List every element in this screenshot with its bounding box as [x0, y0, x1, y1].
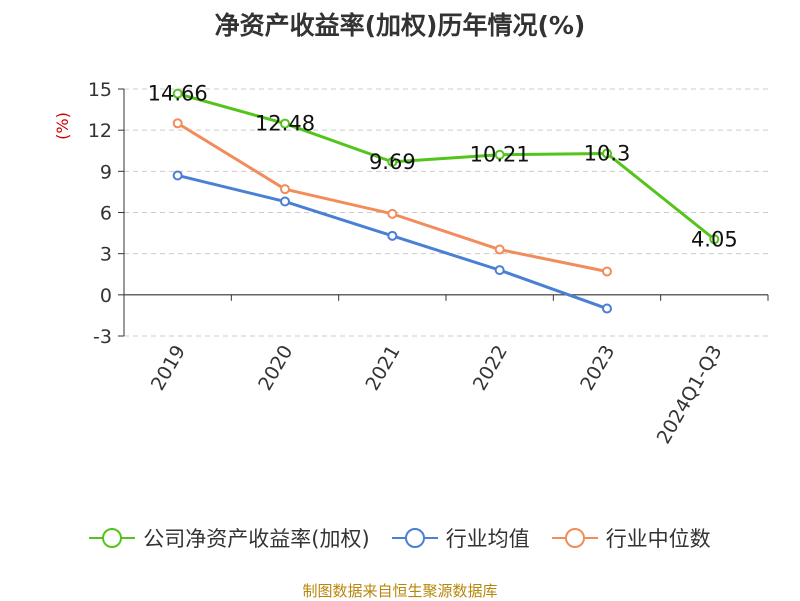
- chart-title: 净资产收益率(加权)历年情况(%): [214, 11, 586, 40]
- data-label: 4.05: [691, 227, 738, 251]
- x-tick-label: 2020: [254, 342, 297, 395]
- data-point: [387, 230, 398, 241]
- x-tick-label: 2023: [576, 342, 619, 395]
- data-label: 10.21: [470, 143, 530, 167]
- legend-line-icon: [551, 528, 598, 548]
- y-tick-label: 0: [100, 285, 112, 307]
- y-tick-label: 6: [100, 203, 112, 225]
- data-point: [494, 244, 505, 255]
- source-note: 制图数据来自恒生聚源数据库: [302, 582, 498, 600]
- data-point: [709, 234, 720, 245]
- data-point: [280, 118, 290, 129]
- data-point: [602, 148, 612, 159]
- y-tick-label: 12: [88, 120, 112, 142]
- x-tick-label: 2021: [361, 342, 404, 395]
- legend-line-icon: [89, 528, 136, 548]
- y-tick-label: -3: [93, 326, 112, 348]
- y-tick-label: 9: [100, 161, 112, 183]
- legend-item[interactable]: 行业均值: [391, 523, 530, 553]
- data-label: 9.69: [369, 150, 416, 174]
- data-point: [602, 303, 612, 314]
- x-tick-label: 2019: [147, 342, 190, 395]
- series-line: [176, 122, 608, 273]
- legend-item[interactable]: 行业中位数: [551, 523, 711, 553]
- data-point: [494, 265, 505, 276]
- data-point: [172, 88, 183, 99]
- series-line: [177, 173, 608, 310]
- data-point: [280, 196, 290, 207]
- legend-label: 公司净资产收益率(加权): [143, 527, 370, 551]
- y-tick-label: 3: [100, 244, 112, 266]
- legend: 公司净资产收益率(加权) 行业均值 行业中位数: [0, 520, 800, 556]
- legend-line-icon: [391, 528, 438, 548]
- data-point: [280, 184, 290, 195]
- data-point: [387, 208, 398, 219]
- legend-item[interactable]: 公司净资产收益率(加权): [89, 523, 370, 553]
- data-label: 12.48: [255, 112, 315, 136]
- data-label: 10.3: [584, 141, 631, 165]
- series-line: [177, 92, 716, 241]
- axes: 15 12 9 6 3 0 -3 (%) 2019 2020 2021 2022 2023 2024Q1-…: [53, 79, 769, 448]
- data-point: [494, 149, 505, 160]
- y-tick-label: 15: [88, 79, 112, 101]
- data-label: 14.66: [148, 82, 208, 106]
- series-lines: [172, 88, 720, 314]
- legend-label: 行业中位数: [605, 527, 711, 551]
- data-labels: 14.66 12.48 9.69 10.21 10.3 4.05: [148, 82, 738, 252]
- data-point: [172, 118, 183, 129]
- x-tick-label: 2022: [469, 342, 512, 395]
- x-tick-label: 2024Q1-Q3: [653, 342, 727, 448]
- data-point: [602, 266, 612, 277]
- data-point: [387, 156, 398, 167]
- data-point: [172, 170, 183, 181]
- y-axis-unit: (%): [53, 112, 72, 140]
- legend-label: 行业均值: [445, 527, 530, 551]
